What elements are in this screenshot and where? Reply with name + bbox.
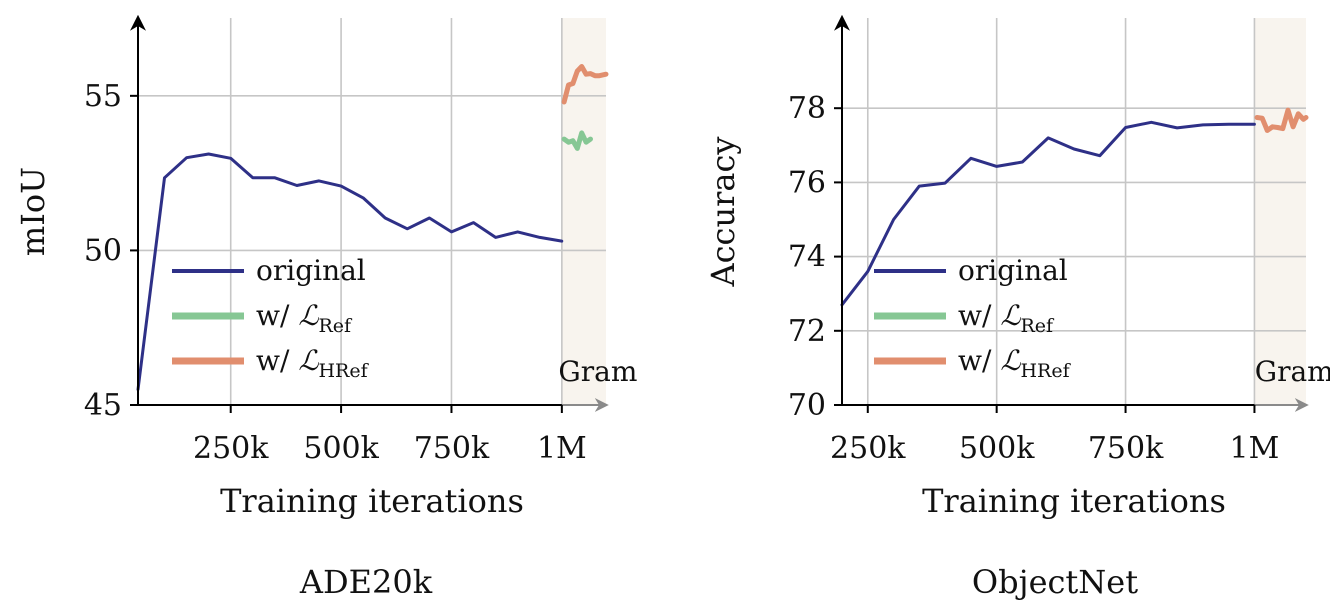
legend-label-w-href: w/ ℒHRef (958, 344, 1072, 382)
objectnet-y-tick-label: 76 (788, 165, 826, 200)
ade20k-gram-label: Gram (558, 355, 637, 388)
ade20k-legend: original w/ ℒRef w/ ℒHRef (172, 254, 370, 382)
legend-label-w-ref: w/ ℒRef (256, 299, 353, 337)
ade20k-y-tick-label: 55 (84, 79, 122, 114)
legend-label-w-href: w/ ℒHRef (256, 344, 370, 382)
objectnet-series-w-href (1254, 107, 1309, 133)
legend-label-original: original (256, 254, 366, 287)
objectnet-gram-region (1254, 18, 1306, 405)
ade20k-series-original (136, 152, 564, 391)
ade20k-x-tick-label: 250k (193, 431, 269, 466)
objectnet-y-tick-label: 78 (788, 91, 826, 126)
objectnet-legend: original w/ ℒRef w/ ℒHRef (874, 254, 1072, 382)
objectnet-x-tick-label: 500k (959, 431, 1035, 466)
objectnet-y-tick-label: 72 (788, 314, 826, 349)
objectnet-y-axis-label: Accuracy (704, 137, 742, 288)
ade20k-chart: 45 50 55 250k 500k 750k 1M Gram Training iterati… (14, 14, 637, 520)
objectnet-panel-title: ObjectNet (972, 563, 1138, 601)
ade20k-panel-title: ADE20k (299, 563, 433, 601)
objectnet-x-tick-label: 750k (1088, 431, 1164, 466)
legend-label-original: original (958, 254, 1068, 287)
ade20k-x-tick-label: 500k (303, 431, 379, 466)
legend-label-w-ref: w/ ℒRef (958, 299, 1055, 337)
ade20k-x-tick-label: 1M (537, 431, 587, 466)
ade20k-series-w-ref (561, 130, 593, 151)
ade20k-x-tick-label: 750k (414, 431, 490, 466)
ade20k-series-w-href (561, 64, 609, 105)
objectnet-x-tick-label: 250k (830, 431, 906, 466)
ade20k-x-axis-label: Training iterations (220, 482, 524, 520)
objectnet-series-original (840, 120, 1256, 307)
objectnet-y-tick-label: 74 (788, 240, 826, 275)
ade20k-y-tick-label: 50 (84, 233, 122, 268)
objectnet-x-tick-label: 1M (1230, 431, 1280, 466)
objectnet-chart: 70 72 74 76 78 250k 500k 750k 1M Gram Training ite… (704, 14, 1330, 520)
objectnet-y-tick-label: 70 (788, 388, 826, 423)
objectnet-x-axis-label: Training iterations (922, 482, 1226, 520)
ade20k-y-axis-label: mIoU (14, 167, 52, 256)
objectnet-gram-label: Gram (1255, 355, 1330, 388)
ade20k-y-tick-label: 45 (84, 388, 122, 423)
